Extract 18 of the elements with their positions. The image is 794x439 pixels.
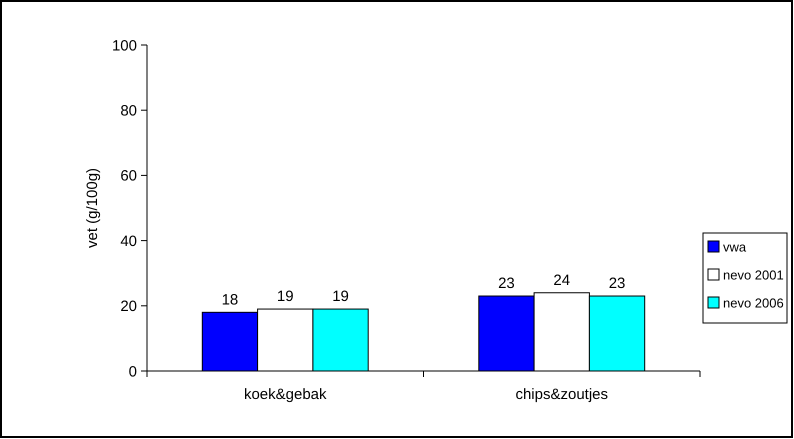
y-axis-title: vet (g/100g): [84, 168, 101, 248]
data-label: 19: [276, 288, 294, 306]
data-label: 18: [222, 291, 238, 308]
y-tick-label: 0: [128, 363, 137, 380]
data-label: 23: [498, 275, 515, 292]
data-label: 24: [553, 272, 570, 289]
x-tick-label: koek&gebak: [244, 386, 328, 403]
y-tick-label: 80: [120, 102, 137, 120]
data-label: 19: [332, 288, 349, 306]
legend-label: nevo 2001: [723, 268, 784, 283]
legend-label: nevo 2006: [723, 296, 784, 311]
x-tick-label: chips&zoutjes: [515, 386, 608, 403]
y-tick-label: 100: [112, 37, 137, 54]
y-tick-label: 40: [120, 232, 137, 250]
legend-label: vwa: [723, 240, 747, 255]
y-tick-label: 20: [120, 298, 137, 316]
y-tick-label: 60: [120, 168, 137, 185]
data-label: 23: [608, 275, 626, 292]
